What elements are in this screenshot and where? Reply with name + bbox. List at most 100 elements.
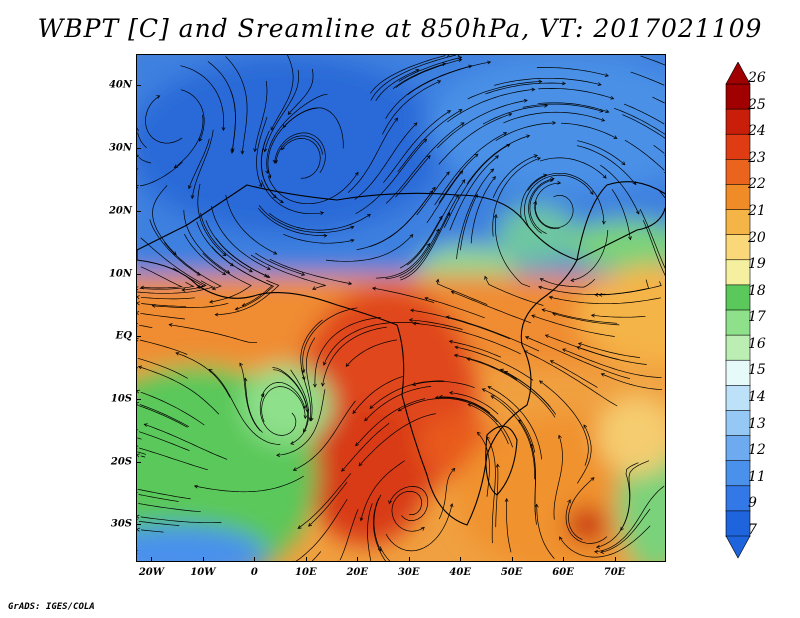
streamline (311, 551, 322, 561)
colorbar-segment (725, 234, 751, 261)
streamline-arrow (635, 210, 640, 215)
streamline (138, 494, 179, 502)
lon-tick (357, 557, 359, 562)
streamline (140, 455, 146, 458)
streamline (622, 114, 665, 139)
lon-label: 10W (190, 567, 216, 578)
streamline-arrow (604, 73, 609, 77)
streamline (400, 212, 451, 281)
streamline-arrow (499, 368, 505, 373)
streamline-arrow (533, 200, 537, 205)
streamline-arrow (239, 362, 243, 367)
streamline-arrow (457, 55, 460, 57)
streamline (426, 170, 463, 224)
streamline-arrow (531, 314, 536, 319)
streamline (490, 395, 535, 480)
streamline-arrow (181, 288, 186, 292)
streamline-arrow (388, 500, 392, 505)
lon-tick (408, 557, 410, 562)
streamline-arrow (323, 233, 328, 238)
streamline-arrow (240, 150, 245, 155)
streamline-arrow (301, 376, 306, 381)
streamline (138, 366, 220, 415)
streamline (524, 174, 594, 227)
streamline-arrow (524, 336, 530, 340)
streamline-arrow (601, 117, 606, 122)
streamline-arrow (481, 388, 486, 392)
lon-label: 40E (449, 567, 471, 578)
lon-tick (305, 557, 307, 562)
streamline (375, 69, 419, 102)
lat-tick (136, 273, 141, 275)
streamline (578, 342, 640, 358)
streamline (553, 435, 563, 520)
lat-label: 10S (110, 393, 132, 405)
streamline-arrow (273, 250, 278, 255)
region-mideast-cool (427, 55, 665, 195)
streamline-arrow (394, 117, 399, 122)
region-indian-yellow (597, 395, 665, 475)
streamline (570, 229, 609, 281)
streamline-arrow (137, 301, 141, 306)
streamline-arrow (366, 213, 371, 218)
streamline (484, 276, 544, 306)
streamline (500, 368, 551, 408)
streamline-arrow (308, 522, 312, 527)
streamline (300, 319, 323, 380)
colorbar-label: 25 (748, 96, 766, 113)
streamline-arrow (538, 285, 543, 290)
streamline-arrow (549, 360, 554, 364)
streamline-arrow (508, 112, 513, 117)
streamline (540, 278, 596, 288)
streamline (383, 110, 451, 183)
streamline-arrow (408, 318, 413, 322)
streamline-arrow (241, 302, 246, 307)
streamline (373, 494, 382, 552)
streamline-arrow (308, 561, 311, 562)
streamline-arrow (320, 211, 325, 216)
streamline-arrow (350, 225, 355, 230)
streamline (188, 138, 210, 189)
streamline-arrow (610, 95, 615, 100)
streamline (352, 376, 403, 414)
streamline-arrow (558, 434, 562, 439)
streamline-arrow (536, 157, 541, 161)
colorbar-segment (725, 159, 751, 186)
colorbar-segment (725, 359, 751, 387)
streamline-arrow (533, 154, 538, 158)
streamline-arrow (266, 274, 271, 278)
streamline (470, 176, 496, 244)
streamline (531, 315, 615, 337)
streamline-arrow (577, 342, 583, 346)
colorbar-segment (725, 259, 751, 286)
streamline (537, 102, 609, 113)
lat-tick (136, 524, 141, 526)
streamline (264, 69, 299, 152)
streamline-arrow (350, 238, 355, 243)
streamline (268, 172, 359, 205)
colorbar-label: 13 (748, 415, 766, 432)
streamline-arrow (258, 183, 263, 188)
streamline (436, 100, 528, 149)
streamline (276, 389, 326, 456)
streamline (180, 65, 225, 131)
streamline (295, 499, 348, 561)
streamline-arrow (345, 363, 350, 367)
colorbar-label: 20 (748, 229, 766, 246)
streamline (399, 194, 459, 279)
colorbar-label: 17 (748, 309, 766, 326)
streamline (297, 473, 352, 529)
streamline (164, 242, 222, 290)
streamline-arrow (364, 417, 369, 422)
streamline (410, 309, 511, 340)
streamline (139, 324, 153, 329)
streamline (379, 546, 391, 561)
streamline (600, 508, 651, 553)
streamline (139, 447, 208, 471)
streamline (482, 388, 536, 453)
streamline-arrow (290, 441, 295, 445)
streamline (375, 243, 430, 279)
streamline-arrow (446, 55, 450, 57)
streamline-arrow (137, 155, 139, 158)
streamline-arrow (390, 561, 393, 562)
